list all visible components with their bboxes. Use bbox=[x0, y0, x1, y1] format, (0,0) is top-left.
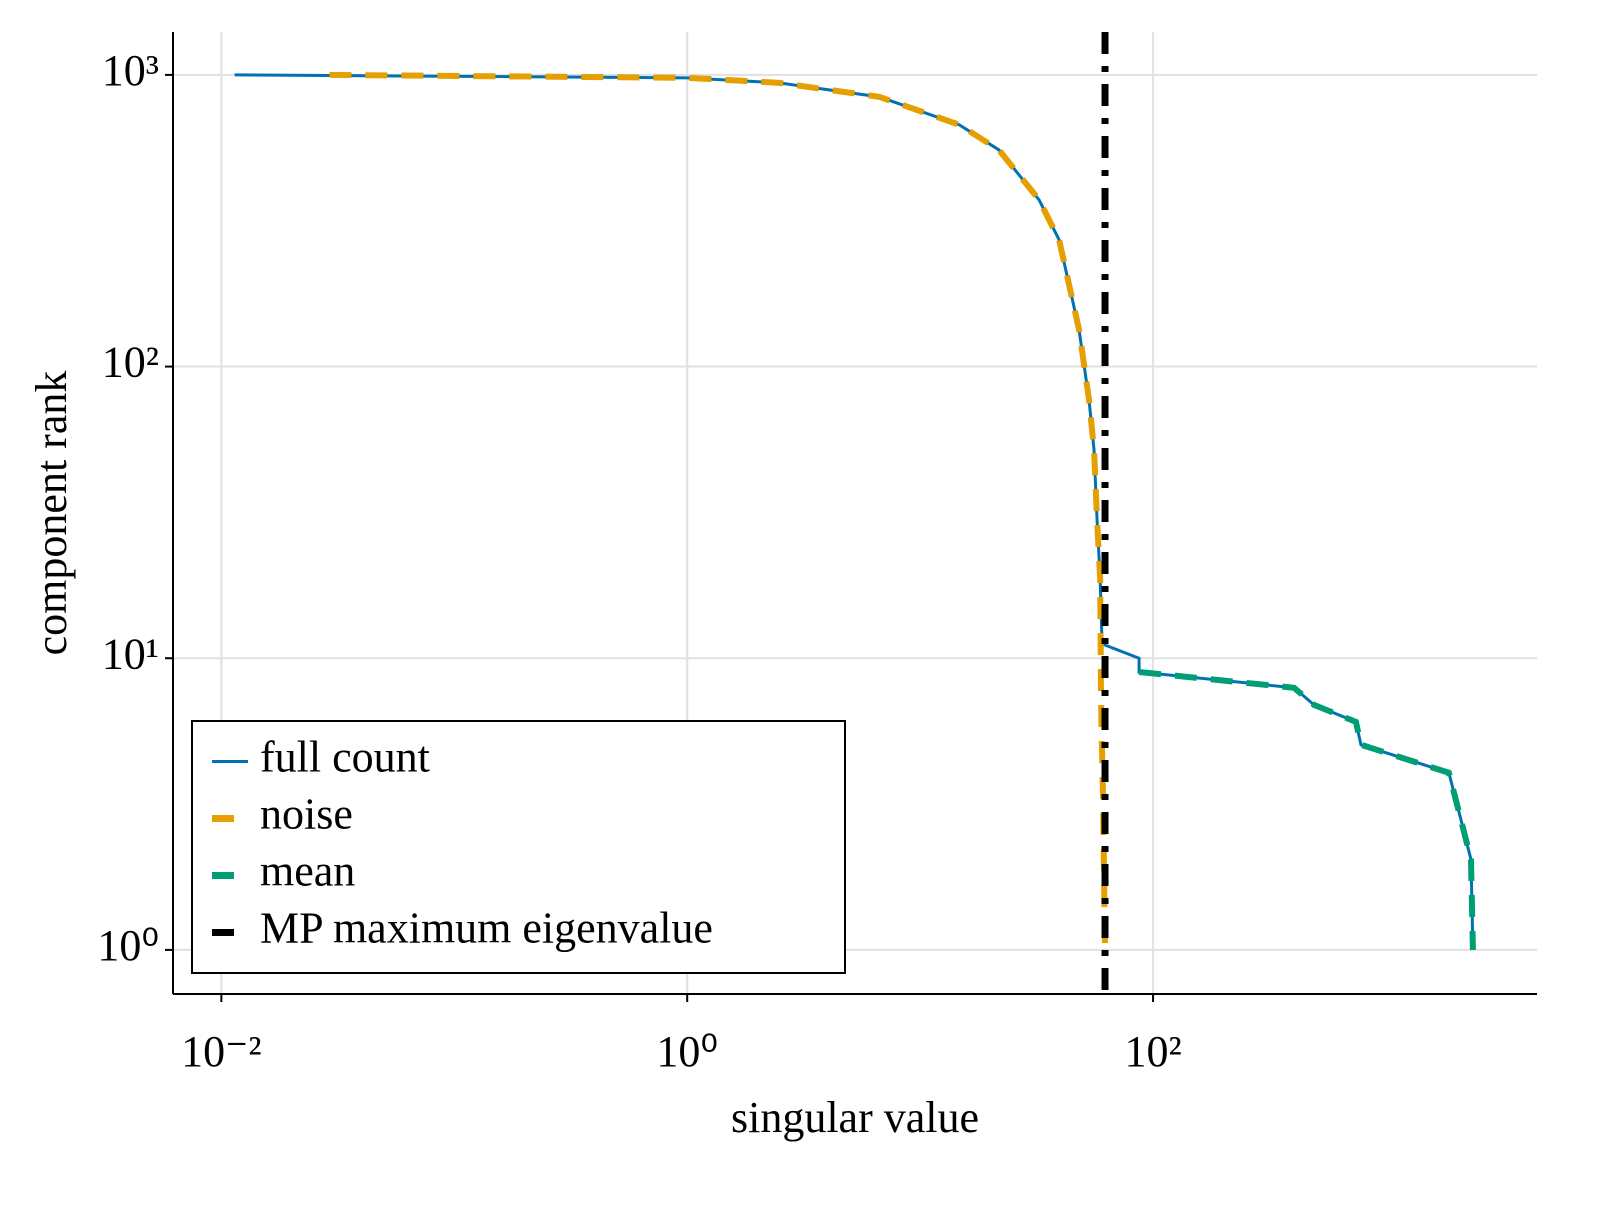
y-tick-label: 10¹ bbox=[102, 629, 159, 678]
y-tick-label: 10⁰ bbox=[97, 921, 159, 970]
legend-label: mean bbox=[260, 847, 355, 896]
legend-label: noise bbox=[260, 790, 353, 839]
x-tick-label: 10² bbox=[1124, 1027, 1181, 1076]
x-axis-label: singular value bbox=[731, 1093, 979, 1142]
x-tick-label: 10⁻² bbox=[181, 1027, 261, 1076]
legend-label: MP maximum eigenvalue bbox=[260, 904, 713, 953]
y-axis-label: component rank bbox=[27, 371, 76, 656]
legend-box bbox=[191, 720, 846, 974]
legend-label: full count bbox=[260, 733, 430, 782]
data-line bbox=[1138, 669, 1476, 950]
data-line bbox=[329, 71, 1109, 950]
y-tick-label: 10² bbox=[102, 338, 159, 387]
legend: full count noise mean MP maximum eigenvalue bbox=[191, 720, 846, 974]
x-tick-label: 10⁰ bbox=[656, 1027, 718, 1076]
y-tick-label: 10³ bbox=[102, 46, 159, 95]
